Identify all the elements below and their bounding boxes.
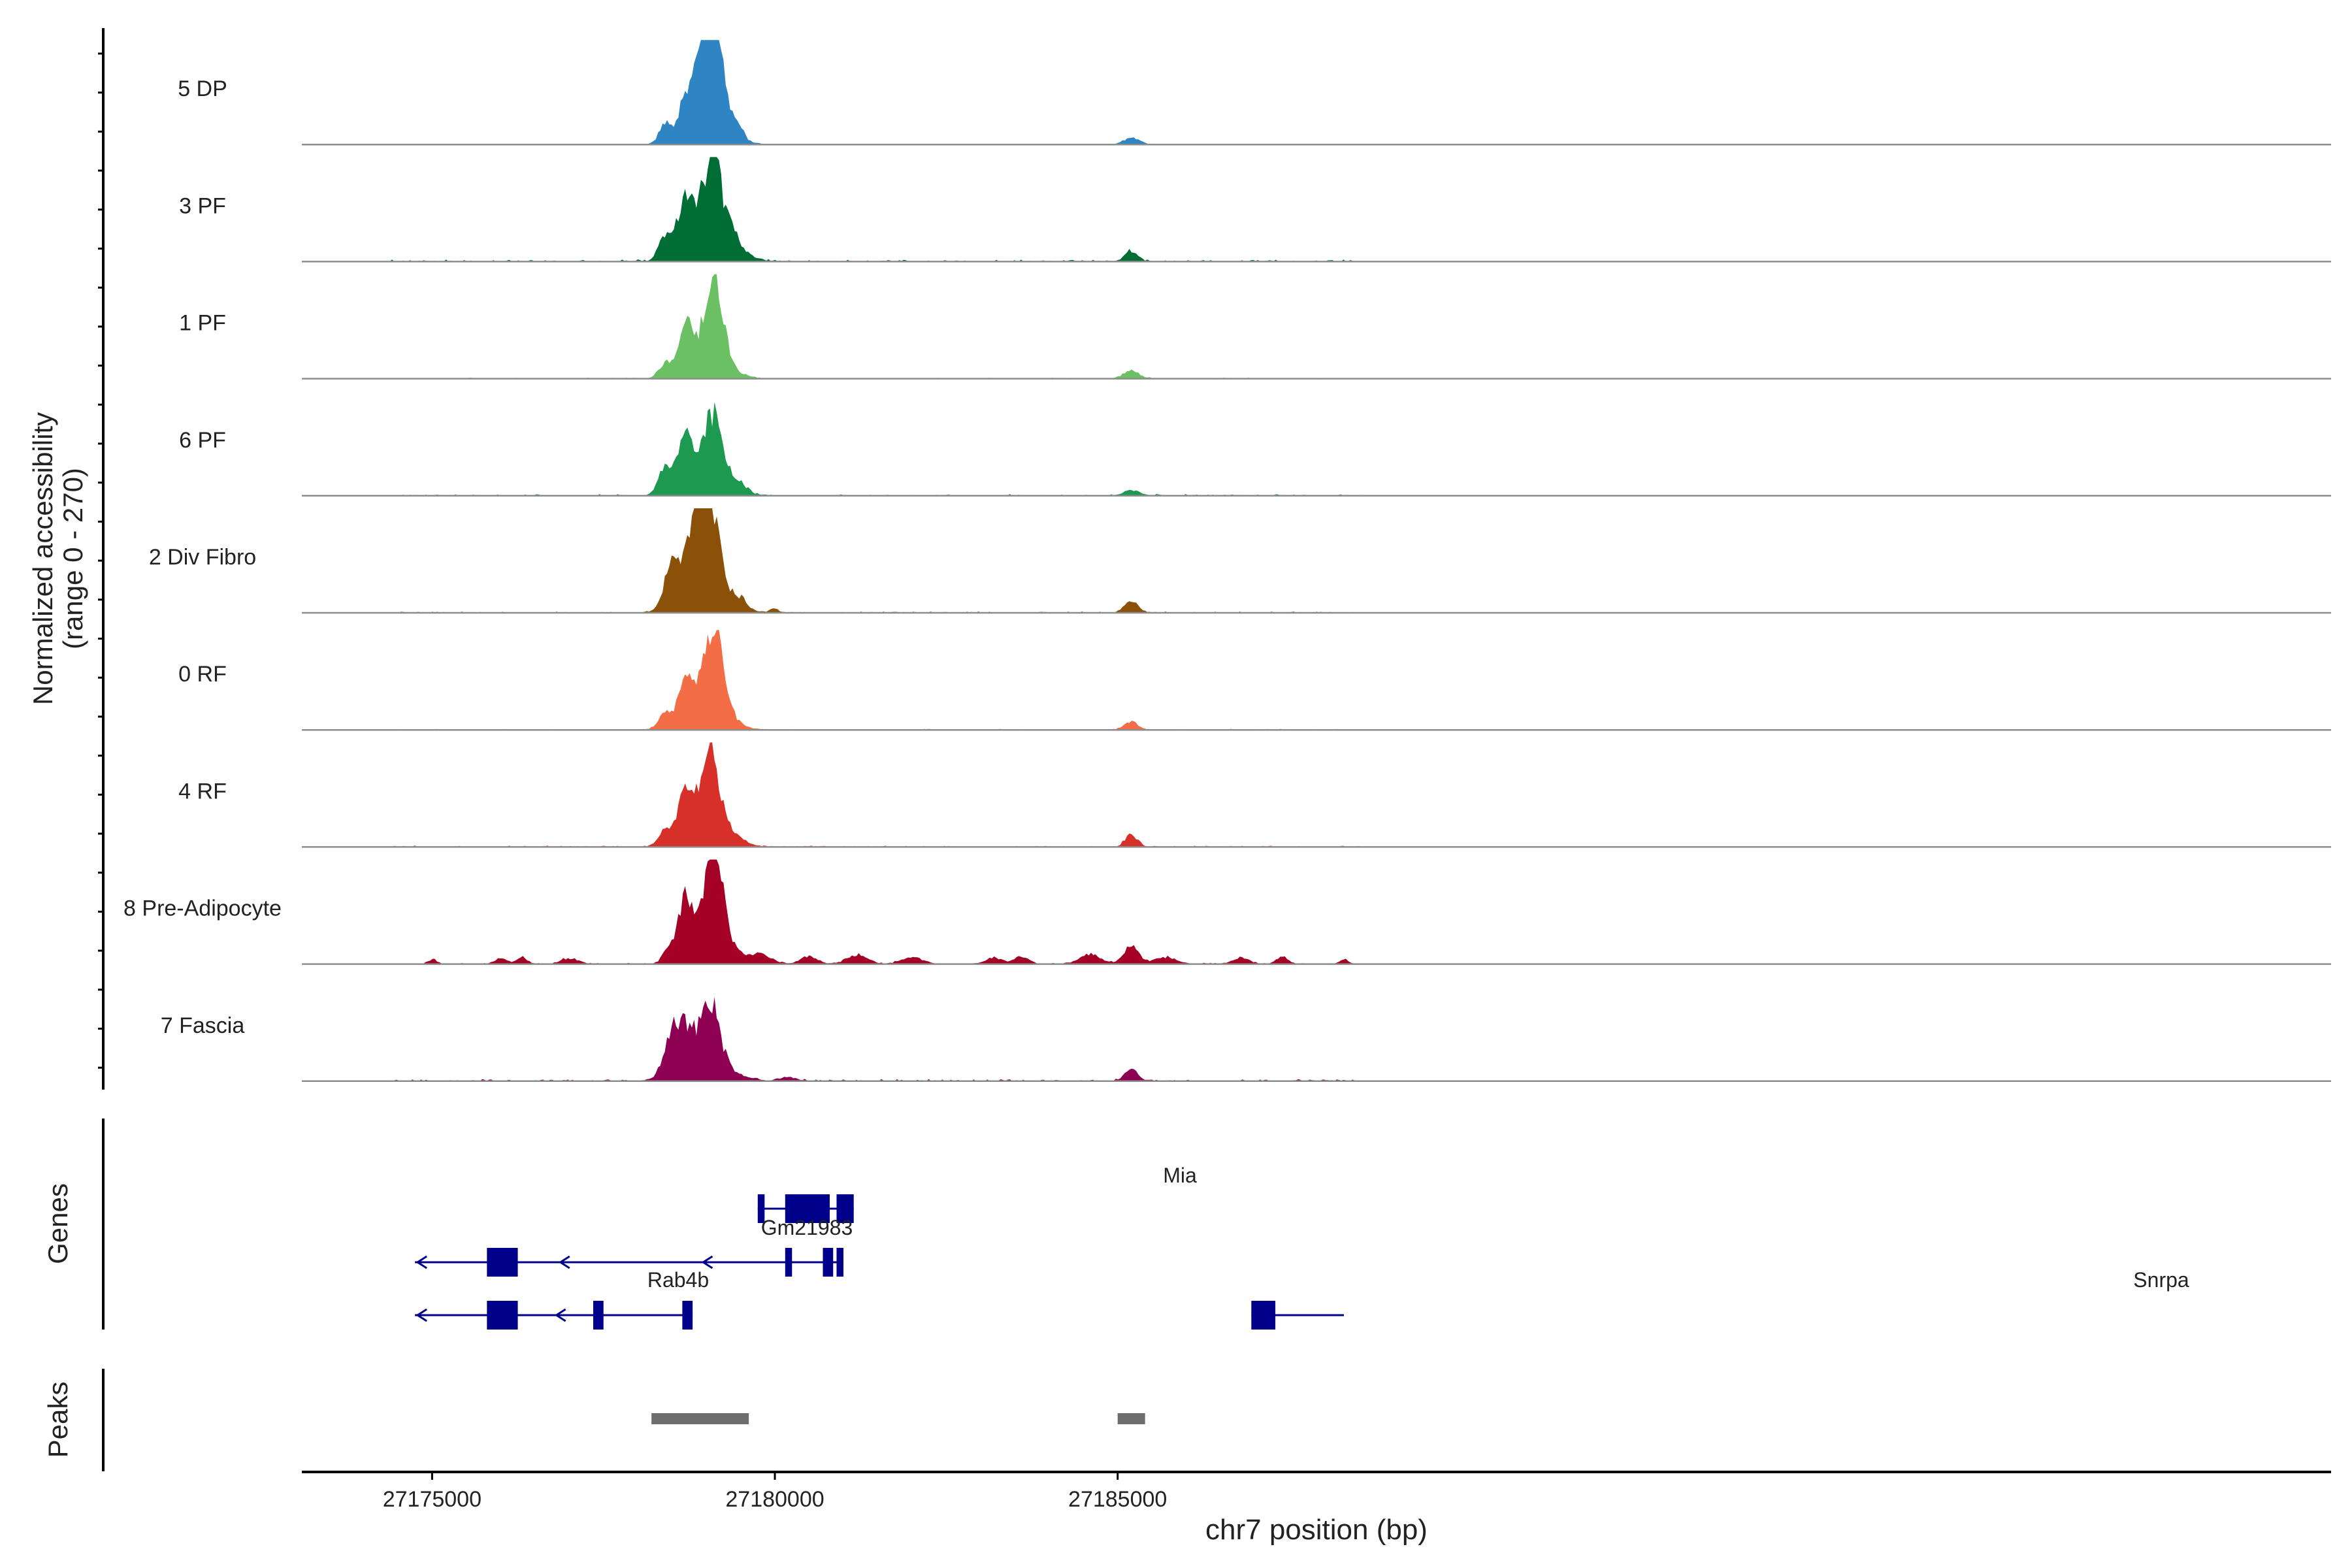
coverage-area-0	[302, 40, 2331, 145]
track-label: 0 RF	[178, 662, 227, 687]
y-axis-label-line2: (range 0 - 270)	[57, 468, 88, 649]
coverage-area-5	[302, 630, 2331, 730]
strand-arrow	[558, 1255, 570, 1269]
x-axis-label: chr7 position (bp)	[1205, 1514, 1428, 1546]
gene-label: Rab4b	[647, 1268, 709, 1292]
peak-region-0	[651, 1413, 749, 1424]
coverage-y-axis	[98, 28, 105, 1090]
gene-gm21983: Gm21983	[415, 1216, 853, 1277]
peaks-axis-label: Peaks	[42, 1382, 73, 1458]
exon-block	[1251, 1301, 1276, 1330]
coverage-tracks: 5 DP 3 PF 1 PF 6 PF 2 Div Fibro 0 RF 4 RF 8 Pre…	[123, 40, 2331, 1083]
gene-label: Gm21983	[761, 1216, 853, 1239]
coverage-area-7	[302, 859, 2331, 964]
x-axis-ticks: 27175000 27180000 27185000	[383, 1472, 1167, 1512]
exon-block	[836, 1194, 854, 1223]
track-6-pf: 6 PF	[179, 402, 2331, 497]
track-1-pf: 1 PF	[179, 274, 2331, 380]
gene-rab4b: Rab4b	[415, 1268, 709, 1330]
strand-arrow	[416, 1308, 427, 1322]
track-label: 2 Div Fibro	[149, 545, 256, 570]
exon-block	[785, 1248, 792, 1277]
x-tick-label: 27180000	[725, 1487, 824, 1512]
track-2-div-fibro: 2 Div Fibro	[149, 508, 2331, 614]
peak-region-1	[1117, 1413, 1145, 1424]
strand-arrow	[554, 1308, 566, 1322]
gene-snrpa: Snrpa	[1251, 1268, 2189, 1330]
track-7-fascia: 7 Fascia	[161, 996, 2331, 1083]
strand-arrow	[701, 1255, 713, 1269]
coverage-area-1	[302, 157, 2331, 262]
y-axis-label-line1: Normalized accessibility	[27, 412, 58, 705]
gene-label: Mia	[1163, 1164, 1197, 1187]
exon-block	[487, 1301, 518, 1330]
exon-block	[682, 1301, 693, 1330]
coverage-area-4	[302, 508, 2331, 613]
exon-block	[757, 1194, 765, 1223]
track-label: 4 RF	[178, 779, 227, 804]
coverage-area-6	[302, 742, 2331, 847]
track-0-rf: 0 RF	[178, 630, 2331, 731]
gene-mia: Mia	[757, 1164, 1197, 1223]
track-label: 5 DP	[178, 76, 227, 101]
exon-block	[593, 1301, 604, 1330]
track-label: 6 PF	[179, 428, 226, 453]
exon-block	[823, 1248, 834, 1277]
genes-axis-label: Genes	[42, 1183, 73, 1264]
gene-track: Mia Gm21983 Rab4b Snrpa	[415, 1164, 2189, 1330]
track-label: 7 Fascia	[161, 1013, 245, 1038]
exon-block	[487, 1248, 518, 1277]
exon-block	[785, 1194, 830, 1223]
gene-label: Snrpa	[2133, 1268, 2189, 1292]
x-tick-label: 27185000	[1068, 1487, 1167, 1512]
track-label: 8 Pre-Adipocyte	[123, 896, 282, 921]
coverage-axis-ticks	[98, 52, 103, 1069]
track-5-dp: 5 DP	[178, 40, 2331, 146]
coverage-area-2	[302, 274, 2331, 379]
coverage-area-8	[302, 996, 2331, 1081]
track-label: 3 PF	[179, 193, 226, 218]
exon-block	[836, 1248, 843, 1277]
x-tick-label: 27175000	[383, 1487, 482, 1512]
track-label: 1 PF	[179, 311, 226, 336]
coverage-area-3	[302, 402, 2331, 496]
track-8-pre-adipocyte: 8 Pre-Adipocyte	[123, 859, 2331, 965]
strand-arrow	[416, 1255, 427, 1269]
track-3-pf: 3 PF	[179, 157, 2331, 263]
peak-track	[651, 1413, 1145, 1424]
track-4-rf: 4 RF	[178, 742, 2331, 848]
